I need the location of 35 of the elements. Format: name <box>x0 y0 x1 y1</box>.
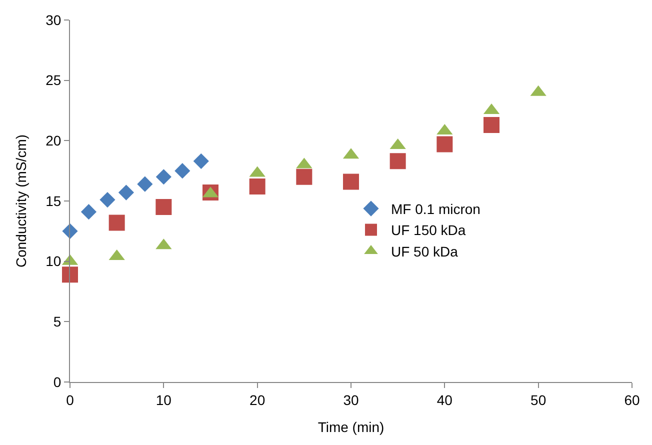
point <box>193 153 209 169</box>
y-tick-label: 5 <box>53 314 62 330</box>
legend-label: MF 0.1 micron <box>391 201 480 218</box>
point <box>156 169 172 185</box>
point <box>80 204 97 220</box>
y-axis-title: Conductivity (mS/cm) <box>13 134 30 268</box>
x-tick-label: 40 <box>436 392 453 408</box>
point <box>156 199 172 216</box>
y-tick-label: 10 <box>46 253 62 270</box>
x-tick-label: 10 <box>156 392 172 408</box>
point <box>484 116 500 133</box>
x-tick-label: 60 <box>624 392 640 408</box>
point <box>108 214 125 231</box>
y-tick-label: 20 <box>46 132 62 149</box>
point <box>390 153 406 170</box>
point <box>62 266 78 283</box>
point <box>118 184 134 200</box>
x-tick-label: 0 <box>66 392 74 408</box>
legend-label: UF 150 kDa <box>391 222 466 238</box>
point <box>343 174 359 190</box>
x-axis-title: Time (min) <box>318 419 384 436</box>
x-tick-label: 50 <box>530 392 546 408</box>
x-tick-label: 30 <box>343 392 359 408</box>
point <box>296 168 312 185</box>
x-tick-label: 20 <box>250 392 266 408</box>
y-tick-label: 30 <box>46 12 62 28</box>
point <box>436 136 453 152</box>
y-tick-label: 15 <box>46 192 62 209</box>
y-tick-label: 0 <box>53 374 62 390</box>
y-tick-label: 25 <box>46 72 62 88</box>
point <box>249 178 266 195</box>
point <box>100 192 116 208</box>
point <box>174 163 190 179</box>
legend-label: UF 50 kDa <box>391 243 458 260</box>
point <box>137 176 153 192</box>
